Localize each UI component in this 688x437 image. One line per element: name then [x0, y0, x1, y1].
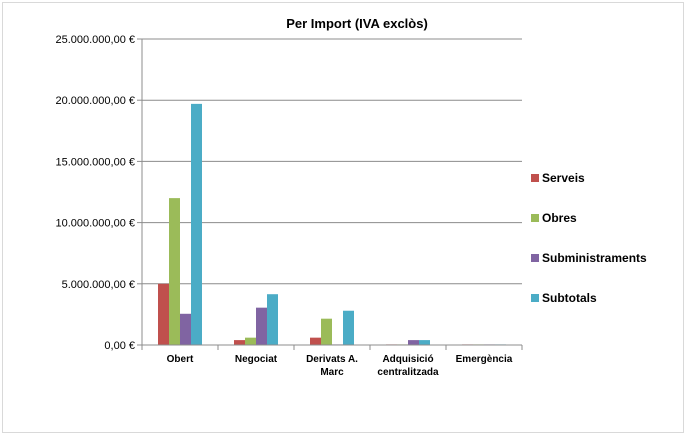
x-category-label: Negociat	[235, 354, 278, 365]
y-tick-label: 20.000.000,00 €	[55, 95, 135, 107]
legend-swatch	[531, 294, 539, 302]
legend-swatch	[531, 174, 539, 182]
legend-swatch	[531, 214, 539, 222]
bars	[158, 103, 506, 345]
x-category-label: Emergència	[456, 354, 513, 365]
legend-label: Serveis	[542, 171, 585, 185]
legend-swatch	[531, 254, 539, 262]
bar-serveis	[234, 340, 245, 345]
chart-area	[2, 2, 684, 433]
bar-subtotals	[267, 294, 278, 345]
axes	[141, 39, 522, 346]
x-category-label: Derivats A. Marc	[306, 354, 358, 378]
bar-subtotals	[191, 103, 202, 345]
bar-serveis	[310, 337, 321, 345]
bar-subministraments	[180, 313, 191, 345]
bar-subtotals	[419, 340, 430, 345]
gridlines	[142, 38, 522, 285]
x-category-label: Adquisició centralitzada	[377, 354, 439, 378]
legend-label: Subministraments	[542, 251, 647, 265]
bar-subministraments	[408, 340, 419, 345]
bar-obres	[169, 198, 180, 345]
chart-title: Per Import (IVA exclòs)	[286, 16, 428, 31]
legend-label: Obres	[542, 211, 577, 225]
y-tick-label: 5.000.000,00 €	[62, 279, 135, 291]
y-tick-label: 0,00 €	[104, 340, 135, 352]
bar-serveis	[158, 283, 169, 345]
y-tick-label: 15.000.000,00 €	[55, 156, 135, 168]
y-axis-ticks: 0,00 € 5.000.000,00 € 10.000.000,00 € 15.00…	[55, 34, 142, 352]
y-tick-label: 10.000.000,00 €	[55, 218, 135, 230]
y-tick-label: 25.000.000,00 €	[55, 34, 135, 46]
legend: Serveis Obres Subministraments Subtotals	[531, 171, 647, 305]
x-axis-categories: Obert Negociat Derivats A. Marc Adquisició ce…	[141, 345, 523, 378]
bar-obres	[321, 318, 332, 345]
legend-label: Subtotals	[542, 291, 597, 305]
bar-subtotals	[343, 310, 354, 345]
bar-obres	[245, 337, 256, 345]
x-category-label: Obert	[167, 354, 194, 365]
bar-subministraments	[256, 307, 267, 345]
